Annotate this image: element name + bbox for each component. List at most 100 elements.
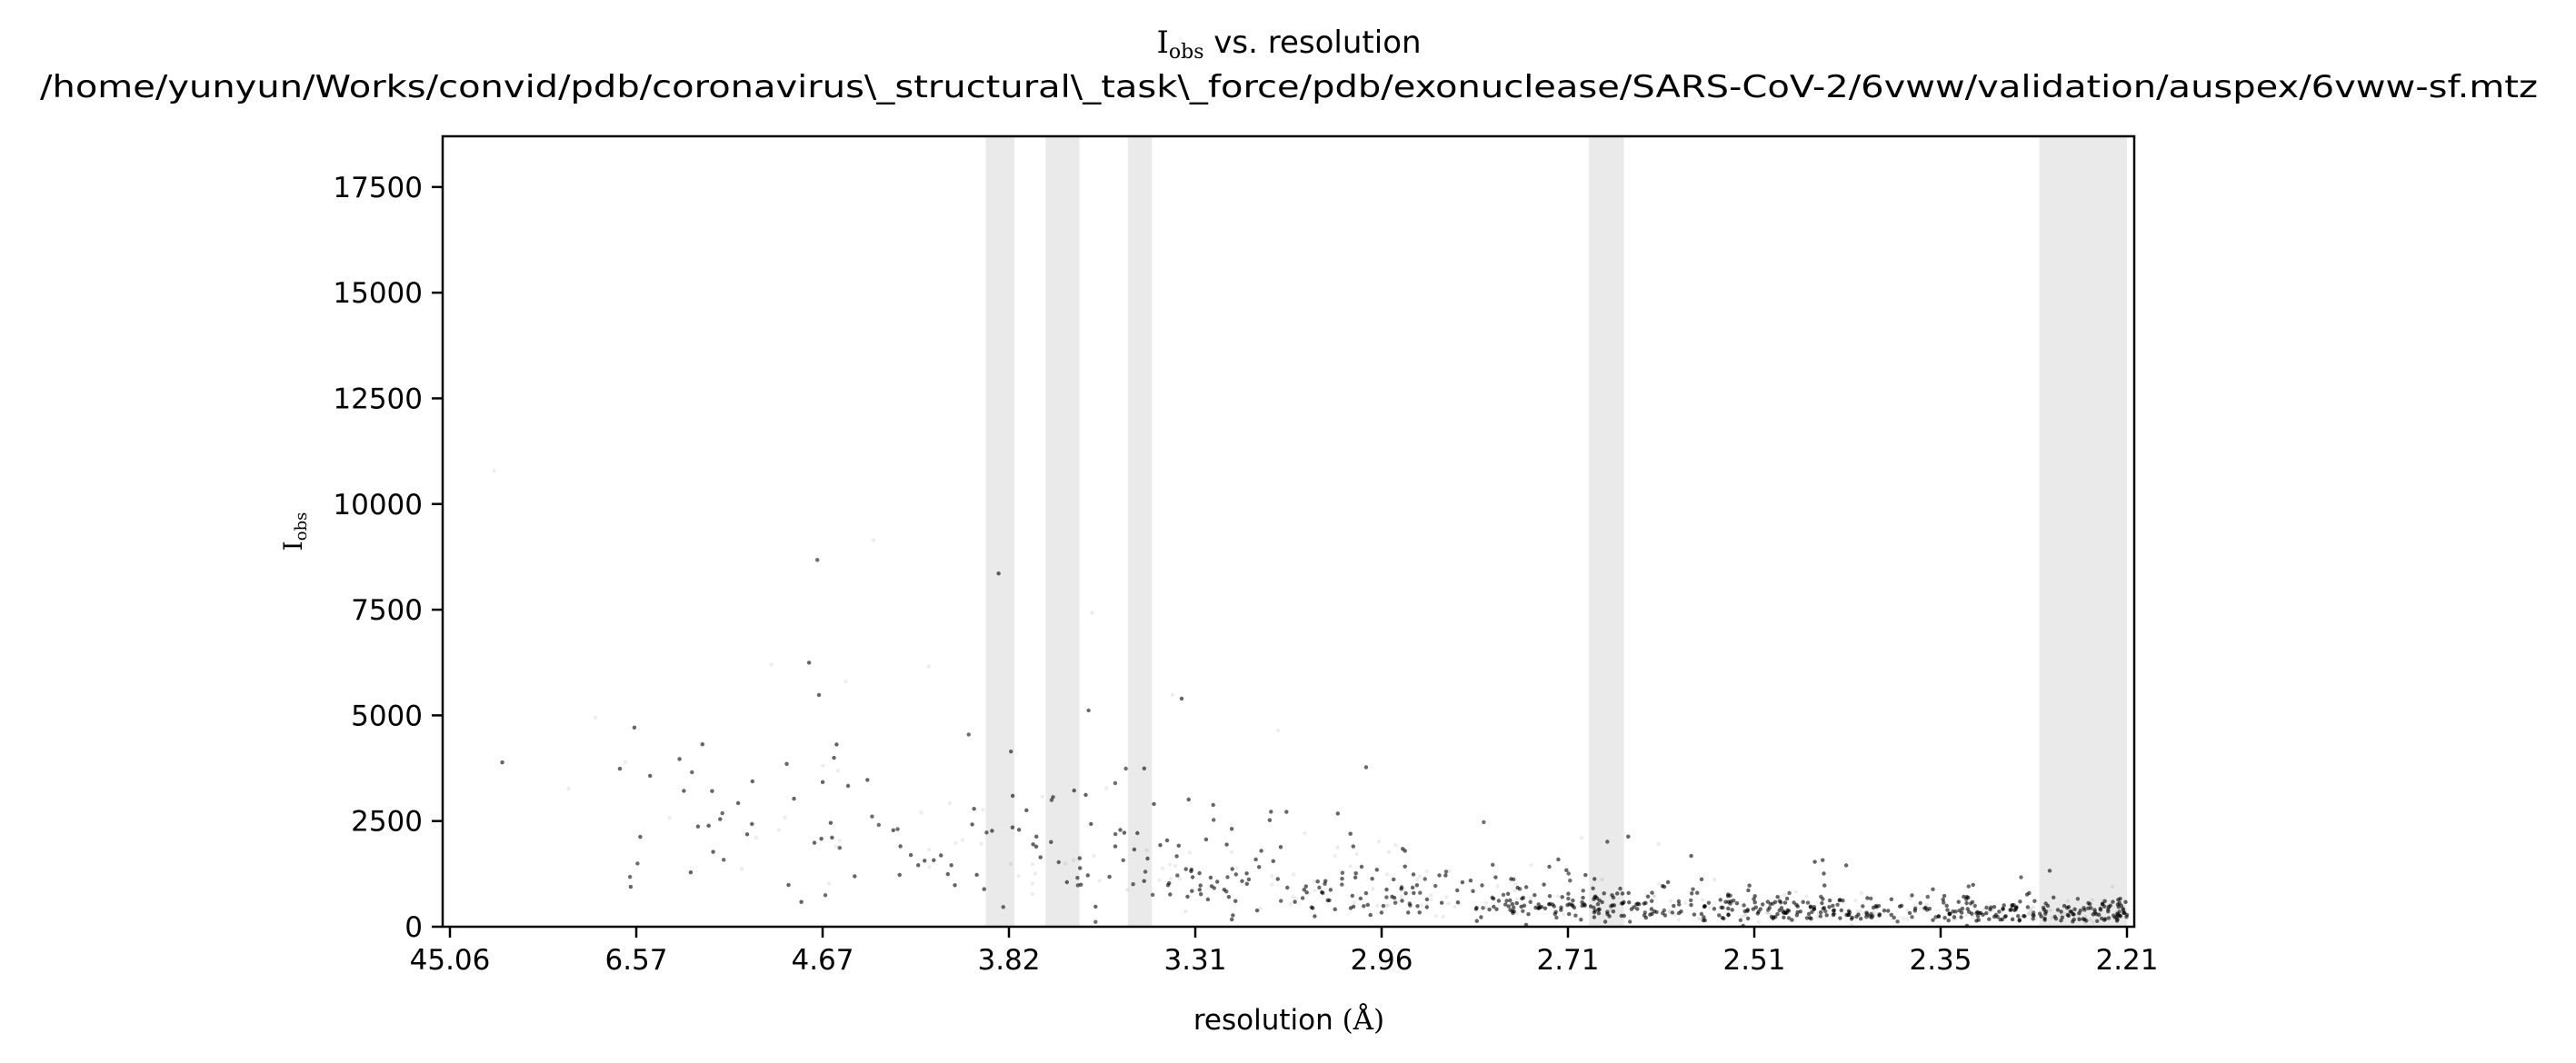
data-point <box>870 814 874 819</box>
data-point <box>1505 891 1511 896</box>
data-point <box>2048 908 2052 912</box>
data-point <box>1415 904 1420 909</box>
data-point <box>939 853 944 858</box>
data-point <box>1592 897 1596 901</box>
data-point <box>1393 842 1398 848</box>
data-point <box>1072 788 1076 793</box>
data-point <box>1831 909 1836 913</box>
data-point <box>1548 901 1553 907</box>
data-point <box>1362 904 1366 909</box>
data-point <box>834 844 838 849</box>
data-point <box>1513 882 1518 887</box>
data-point <box>1406 910 1411 915</box>
data-point <box>1244 871 1249 876</box>
data-point <box>1652 893 1656 898</box>
data-point <box>2037 911 2042 916</box>
data-point <box>1726 911 1731 916</box>
data-point <box>735 800 741 806</box>
data-point <box>984 830 989 835</box>
data-point <box>1230 867 1234 871</box>
data-point <box>815 558 820 562</box>
data-point <box>1699 911 1704 917</box>
data-point <box>2100 916 2104 921</box>
data-point <box>704 824 709 829</box>
data-point <box>1208 875 1213 880</box>
data-point <box>1747 883 1752 888</box>
data-point <box>1158 843 1163 848</box>
data-point <box>1514 897 1520 901</box>
data-point <box>1288 901 1293 907</box>
data-point <box>2042 918 2047 922</box>
data-point <box>1335 811 1341 816</box>
data-point <box>1899 903 1904 909</box>
data-point <box>1468 879 1473 883</box>
data-point <box>1176 843 1182 848</box>
data-point <box>1775 911 1780 917</box>
data-point <box>1460 879 1465 885</box>
data-point <box>1536 906 1541 910</box>
data-point <box>1630 905 1634 909</box>
data-point <box>1121 858 1125 862</box>
data-point <box>1702 904 1707 909</box>
data-point <box>1720 916 1725 920</box>
data-point <box>960 838 965 842</box>
data-point <box>1600 877 1604 882</box>
data-point <box>1918 900 1922 906</box>
data-point <box>1642 910 1648 915</box>
data-point <box>1907 910 1912 916</box>
data-point <box>1790 918 1794 922</box>
data-point <box>1982 907 1986 912</box>
data-point <box>2115 902 2121 907</box>
data-point <box>1365 902 1371 908</box>
data-point <box>2002 914 2007 919</box>
data-point <box>1691 887 1695 891</box>
data-point <box>1205 897 1211 902</box>
data-point <box>2123 899 2128 904</box>
data-point <box>1771 916 1775 921</box>
data-point <box>2106 909 2111 914</box>
data-point <box>1689 902 1693 908</box>
data-point <box>1821 906 1826 911</box>
data-point <box>1546 902 1552 907</box>
data-point <box>1645 894 1651 899</box>
data-point <box>1936 914 1941 919</box>
data-point <box>1483 900 1489 906</box>
data-point <box>1198 883 1203 888</box>
data-point <box>1077 856 1083 860</box>
data-point <box>1514 910 1519 916</box>
data-point <box>1354 851 1359 857</box>
data-point <box>2118 914 2123 919</box>
data-point <box>816 692 822 698</box>
data-point <box>750 779 754 784</box>
data-point <box>1870 910 1875 916</box>
data-point <box>1730 908 1734 912</box>
data-point <box>2043 909 2049 914</box>
data-point <box>1974 910 1979 916</box>
data-point <box>1353 871 1358 876</box>
data-point <box>1965 907 1970 911</box>
data-point <box>1670 910 1675 915</box>
data-point <box>1969 912 1974 917</box>
data-point <box>2086 906 2091 910</box>
data-point <box>1610 903 1615 908</box>
data-point <box>1723 899 1728 904</box>
data-point <box>1729 899 1733 904</box>
data-point <box>1579 918 1583 922</box>
data-point <box>1769 915 1774 919</box>
data-point <box>1726 906 1731 911</box>
data-point <box>1815 915 1820 919</box>
data-point <box>2022 914 2026 919</box>
data-point <box>1995 915 2000 919</box>
data-point <box>1199 892 1203 897</box>
data-point <box>1607 914 1612 919</box>
data-point <box>1348 906 1353 910</box>
data-point <box>1571 898 1575 903</box>
data-point <box>1279 899 1283 903</box>
data-point <box>1580 903 1584 909</box>
data-point <box>1620 891 1625 896</box>
data-point <box>1622 913 1627 919</box>
data-point <box>1904 908 1910 912</box>
data-point <box>1730 900 1735 905</box>
data-point <box>1603 919 1608 924</box>
data-point <box>1190 875 1195 879</box>
